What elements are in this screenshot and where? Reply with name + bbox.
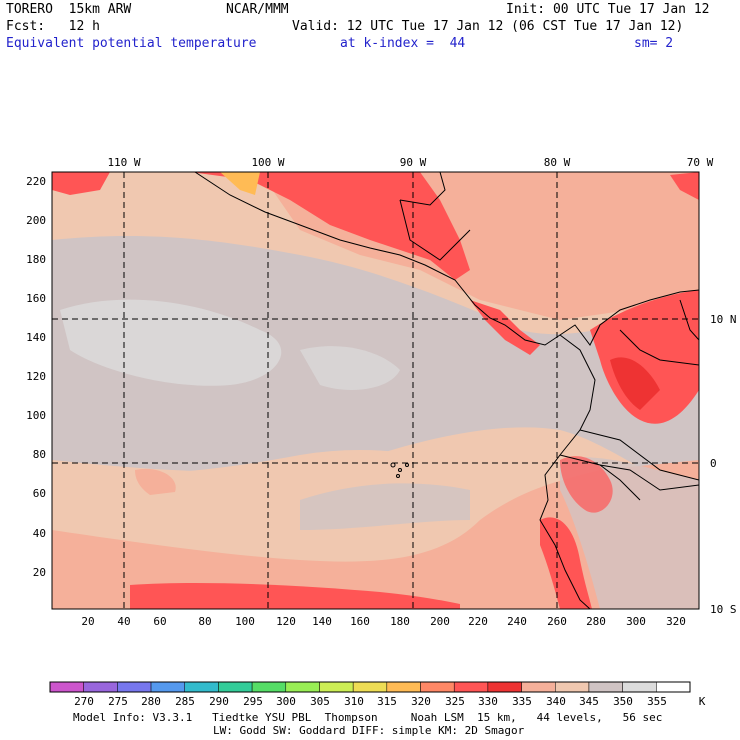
colorbar-label: 345 [579, 695, 599, 708]
x-tick: 140 [312, 615, 332, 628]
x-tick: 280 [586, 615, 606, 628]
colorbar-label: 295 [243, 695, 263, 708]
x-tick: 20 [81, 615, 94, 628]
x-tick: 200 [430, 615, 450, 628]
y-tick: 100 [26, 409, 46, 422]
colorbar-swatch [117, 681, 152, 693]
colorbar-swatch [218, 681, 253, 693]
x-tick: 240 [507, 615, 527, 628]
colorbar-swatch [150, 681, 185, 693]
colorbar-label: 290 [209, 695, 229, 708]
colorbar-swatch [622, 681, 657, 693]
lon-label: 70 W [687, 156, 714, 169]
colorbar-swatch [453, 681, 489, 693]
valid-time: Valid: 12 UTC Tue 17 Jan 12 (06 CST Tue … [292, 19, 684, 34]
x-tick-labels: 20 40 60 80 100 120 140 160 180 200 220 … [81, 615, 686, 628]
colorbar-label: 335 [512, 695, 532, 708]
lon-label: 110 W [107, 156, 140, 169]
y-tick: 200 [26, 214, 46, 227]
model-info-line2: LW: Godd SW: Goddard DIFF: simple KM: 2D… [213, 724, 525, 737]
colorbar-unit: K [698, 695, 706, 708]
colorbar-label: 280 [141, 695, 161, 708]
lat-label: 10 S [710, 603, 737, 616]
x-tick: 300 [626, 615, 646, 628]
x-tick: 320 [666, 615, 686, 628]
x-tick: 40 [117, 615, 130, 628]
colorbar-swatch [319, 681, 354, 693]
colorbar-label: 270 [74, 695, 94, 708]
colorbar-label: 300 [276, 695, 296, 708]
temperature-field [52, 172, 699, 609]
colorbar-label: 315 [377, 695, 397, 708]
colorbar-swatch [487, 681, 522, 693]
y-tick: 160 [26, 292, 46, 305]
x-tick: 260 [547, 615, 567, 628]
colorbar-swatch [352, 681, 388, 693]
colorbar-swatch [521, 681, 556, 693]
colorbar-label: 350 [613, 695, 633, 708]
colorbar-swatch [386, 681, 421, 693]
y-tick: 40 [33, 527, 46, 540]
colorbar-label: 275 [108, 695, 128, 708]
coastlines [194, 172, 699, 609]
lat-label: 10 N [710, 313, 737, 326]
lon-label: 100 W [251, 156, 284, 169]
longitude-labels: 110 W 100 W 90 W 80 W 70 W [107, 156, 713, 169]
colorbar-swatch [251, 681, 287, 693]
lat-lon-grid [52, 172, 699, 609]
model-info-line1: Model Info: V3.3.1 Tiedtke YSU PBL Thomp… [73, 711, 663, 724]
init-time: Init: 00 UTC Tue 17 Jan 12 [506, 2, 710, 17]
y-tick: 60 [33, 487, 46, 500]
lat-label: 0 [710, 457, 717, 470]
colorbar-label: 310 [344, 695, 364, 708]
x-tick: 80 [198, 615, 211, 628]
x-tick: 100 [235, 615, 255, 628]
colorbar-swatch [656, 681, 691, 693]
colorbar-swatch [555, 681, 590, 693]
y-tick: 20 [33, 566, 46, 579]
organization: NCAR/MMM [226, 2, 289, 17]
colorbar-label: 330 [478, 695, 498, 708]
colorbar-swatch [49, 681, 84, 693]
colorbar-swatch [184, 681, 219, 693]
x-tick: 180 [390, 615, 410, 628]
colorbar-label: 325 [445, 695, 465, 708]
x-tick: 120 [276, 615, 296, 628]
colorbar-swatch [420, 681, 455, 693]
y-tick-labels: 20 40 60 80 100 120 140 160 180 200 220 [26, 175, 46, 579]
colorbar-label: 285 [175, 695, 195, 708]
y-tick: 220 [26, 175, 46, 188]
x-tick: 160 [350, 615, 370, 628]
y-tick: 180 [26, 253, 46, 266]
map-frame [51, 171, 700, 610]
field-name: Equivalent potential temperature [6, 36, 257, 51]
colorbar-swatch [285, 681, 320, 693]
y-tick: 140 [26, 331, 46, 344]
colorbar-swatch [83, 681, 118, 693]
latitude-labels: 10 N 0 10 S [710, 313, 737, 616]
x-tick: 60 [153, 615, 166, 628]
x-tick: 220 [468, 615, 488, 628]
y-tick: 120 [26, 370, 46, 383]
colorbar-swatch [588, 681, 623, 693]
colorbar-frame [49, 681, 691, 693]
smoothing-info: sm= 2 [634, 36, 674, 51]
lon-label: 80 W [544, 156, 571, 169]
colorbar-label: 340 [546, 695, 566, 708]
lon-label: 90 W [400, 156, 427, 169]
forecast-hour: Fcst: 12 h [6, 19, 100, 34]
colorbar-label: 355 [647, 695, 667, 708]
colorbar-label: 320 [411, 695, 431, 708]
model-name: TORERO 15km ARW [6, 2, 132, 17]
y-tick: 80 [33, 448, 46, 461]
colorbar [49, 681, 691, 693]
level-info: at k-index = 44 [340, 36, 466, 51]
colorbar-label: 305 [310, 695, 330, 708]
